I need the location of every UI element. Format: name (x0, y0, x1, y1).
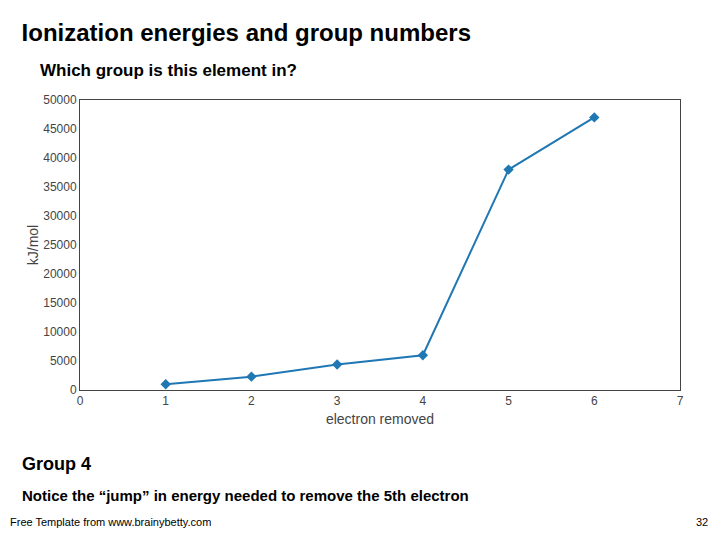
svg-text:50000: 50000 (43, 93, 77, 107)
svg-text:35000: 35000 (43, 180, 77, 194)
svg-text:Group 4: Group 4 (22, 454, 91, 474)
svg-text:25000: 25000 (43, 238, 77, 252)
svg-text:45000: 45000 (43, 122, 77, 136)
svg-text:Notice the “jump” in energy ne: Notice the “jump” in energy needed to re… (22, 487, 469, 504)
svg-text:0: 0 (77, 394, 84, 408)
svg-text:3: 3 (334, 394, 341, 408)
svg-text:32: 32 (696, 516, 708, 528)
svg-text:5000: 5000 (50, 354, 77, 368)
svg-text:1: 1 (162, 394, 169, 408)
svg-text:6: 6 (591, 394, 598, 408)
svg-text:4: 4 (420, 394, 427, 408)
svg-text:15000: 15000 (43, 296, 77, 310)
svg-text:30000: 30000 (43, 209, 77, 223)
svg-text:Ionization energies and group: Ionization energies and group numbers (22, 19, 471, 46)
svg-text:electron removed: electron removed (326, 411, 434, 427)
svg-text:7: 7 (677, 394, 684, 408)
svg-text:20000: 20000 (43, 267, 77, 281)
svg-text:Free Template from www.brainyb: Free Template from www.brainybetty.com (10, 516, 211, 528)
svg-text:Which group is this element in: Which group is this element in? (40, 61, 297, 80)
svg-text:5: 5 (505, 394, 512, 408)
svg-text:kJ/mol: kJ/mol (25, 225, 41, 265)
svg-text:0: 0 (70, 383, 77, 397)
svg-text:40000: 40000 (43, 151, 77, 165)
svg-text:2: 2 (248, 394, 255, 408)
svg-text:10000: 10000 (43, 325, 77, 339)
